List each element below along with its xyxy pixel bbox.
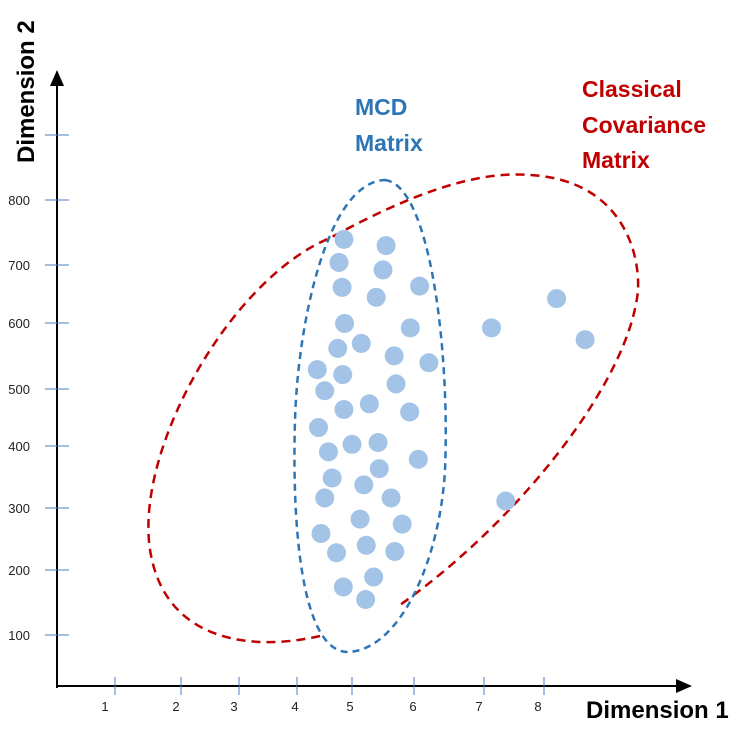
y-tick-label: 600 (8, 316, 30, 331)
data-point (332, 277, 352, 297)
data-point (364, 567, 384, 587)
x-axis-title: Dimension 1 (586, 697, 729, 724)
data-point (350, 509, 370, 529)
y-axis-title: Dimension 2 (13, 20, 40, 163)
data-point (329, 252, 349, 272)
data-point (356, 589, 376, 609)
x-tick-label: 2 (172, 699, 179, 714)
y-ticks: 100 200 300 400 500 600 700 800 (8, 134, 69, 643)
y-axis-arrow (50, 70, 64, 86)
data-point (327, 543, 346, 563)
data-point (334, 229, 354, 249)
classical-annotation-line-1: Classical (582, 76, 682, 102)
data-point (368, 432, 388, 452)
data-point (547, 289, 567, 309)
y-tick-label: 700 (8, 258, 30, 273)
data-point (408, 449, 428, 469)
data-point (359, 394, 379, 414)
y-tick-label: 300 (8, 501, 30, 516)
data-point (315, 381, 335, 401)
y-tick-label: 800 (8, 193, 30, 208)
data-point (307, 360, 327, 380)
x-tick-label: 4 (291, 699, 298, 714)
data-point (318, 442, 338, 462)
classical-annotation: Classical Covariance Matrix (582, 76, 712, 173)
classical-annotation-line-3: Matrix (582, 147, 650, 173)
data-point (385, 542, 405, 562)
data-point (311, 523, 331, 543)
data-point (351, 333, 371, 353)
y-tick-label: 500 (8, 382, 30, 397)
x-tick-label: 1 (101, 699, 108, 714)
data-point (381, 488, 401, 508)
data-point (333, 577, 353, 597)
data-point (333, 365, 353, 385)
data-point (356, 535, 376, 555)
data-point (419, 353, 439, 373)
data-point (384, 346, 404, 366)
x-tick-label: 5 (346, 699, 353, 714)
y-tick-label: 400 (8, 439, 30, 454)
data-point (496, 491, 516, 511)
data-point (315, 488, 335, 508)
data-point (366, 287, 386, 307)
x-ticks: 1 2 3 4 5 6 7 8 (101, 677, 545, 714)
data-point (334, 399, 354, 419)
data-point (575, 330, 595, 350)
classical-annotation-line-2: Covariance (582, 112, 706, 138)
y-tick-label: 100 (8, 628, 30, 643)
data-point (482, 318, 501, 338)
data-point (410, 276, 430, 296)
classical-covariance-ellipse (147, 173, 640, 644)
data-point (392, 514, 412, 534)
x-tick-label: 3 (230, 699, 237, 714)
data-point (309, 418, 329, 438)
data-point (328, 338, 348, 358)
data-point (322, 468, 342, 488)
x-tick-label: 8 (534, 699, 541, 714)
data-point (376, 236, 396, 256)
y-tick-label: 200 (8, 563, 30, 578)
data-point (369, 459, 389, 479)
mcd-annotation: MCD Matrix (355, 94, 423, 156)
data-point (373, 260, 393, 280)
mcd-annotation-line-1: MCD (355, 94, 407, 120)
axes (50, 70, 692, 693)
data-points (307, 229, 595, 609)
data-point (342, 434, 362, 454)
x-tick-label: 6 (409, 699, 416, 714)
data-point (400, 318, 420, 338)
data-point (354, 475, 374, 495)
data-point (335, 314, 355, 333)
mcd-annotation-line-2: Matrix (355, 130, 423, 156)
x-axis-arrow (676, 679, 692, 693)
x-tick-label: 7 (475, 699, 482, 714)
data-point (400, 402, 420, 422)
data-point (386, 374, 406, 394)
